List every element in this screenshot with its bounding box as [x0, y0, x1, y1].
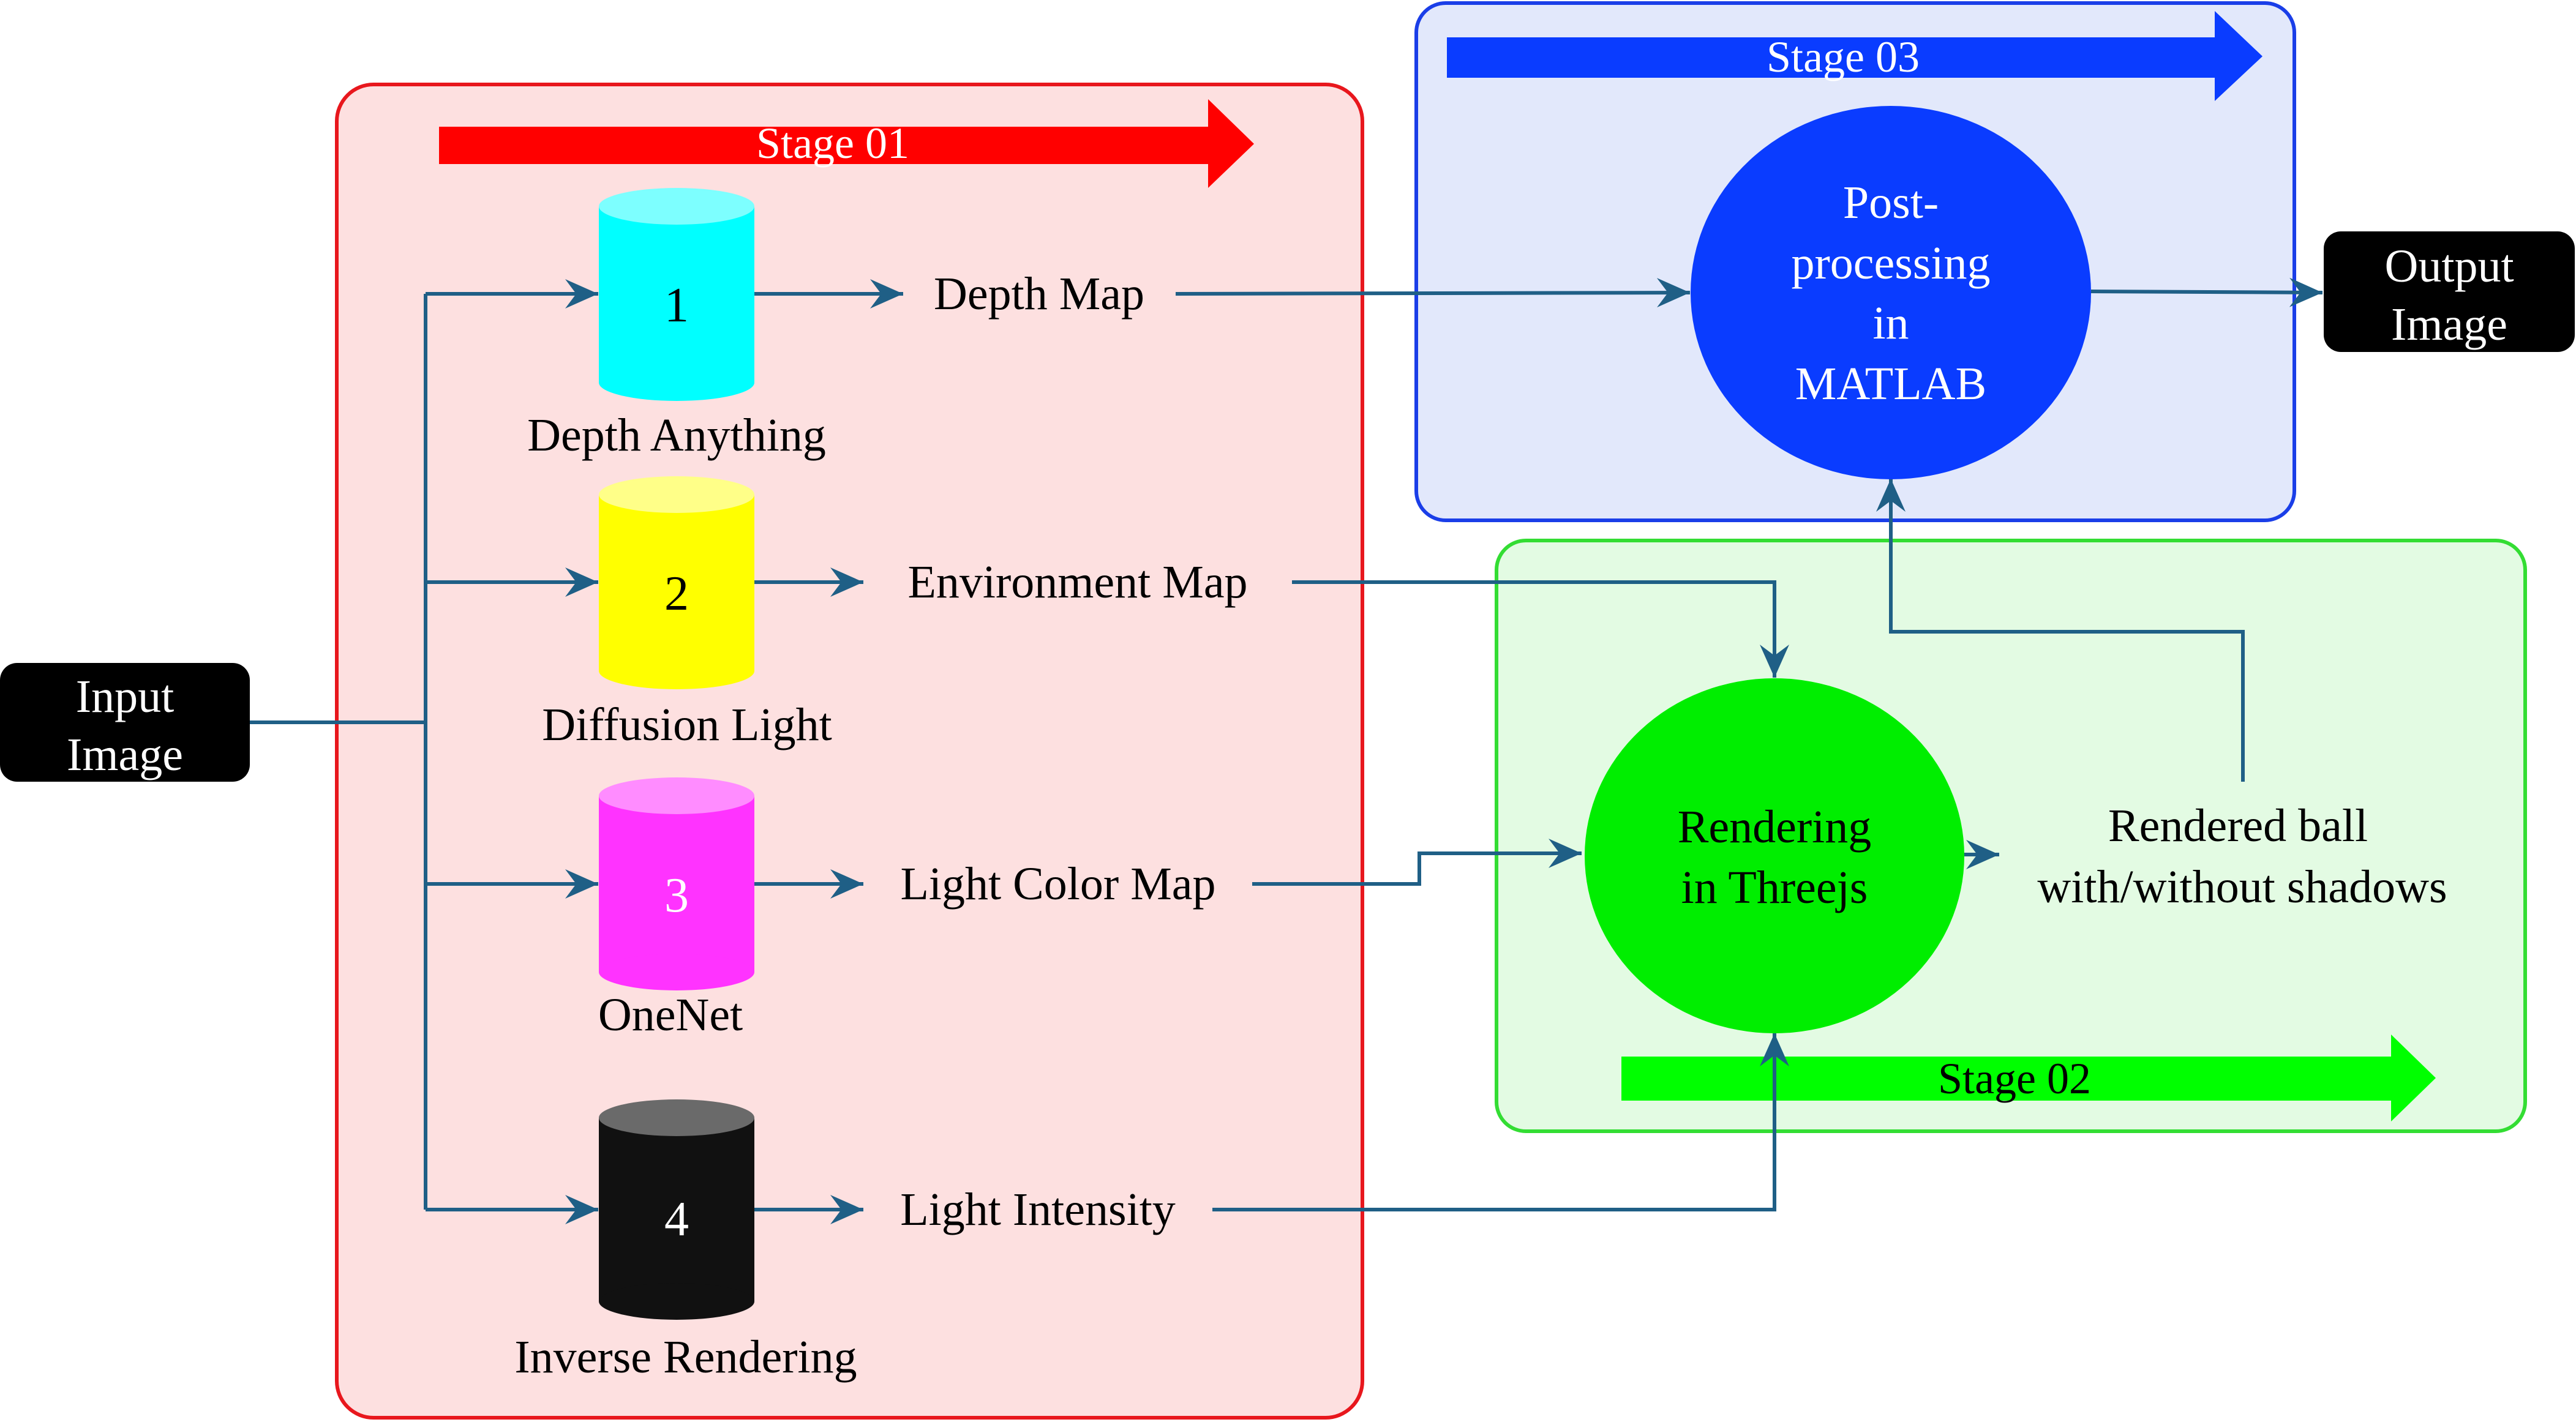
model4-name: Inverse Rendering [514, 1331, 857, 1383]
postprocess-line1: Post- [1843, 177, 1939, 228]
stage01-label: Stage 01 [756, 119, 909, 168]
light-intensity-label: Light Intensity [900, 1184, 1176, 1235]
input-line2: Image [67, 729, 183, 780]
model4-cylinder [599, 1099, 754, 1320]
output-image-box [2324, 231, 2575, 352]
stage01-arrow [439, 99, 1254, 188]
colormap-to-render-arrow [1252, 839, 1582, 886]
model3-number: 3 [664, 869, 689, 922]
model1-name: Depth Anything [527, 410, 826, 461]
postprocess-line3: in [1872, 297, 1909, 349]
stage01-box [335, 83, 1364, 1420]
postprocess-line4: MATLAB [1795, 358, 1986, 410]
render-line1: Rendering [1678, 801, 1872, 853]
stage03-arrow [1447, 11, 2262, 101]
model2-name: Diffusion Light [542, 699, 832, 750]
light-color-map-label: Light Color Map [900, 858, 1215, 910]
rendered-ball-line2: with/without shadows [2037, 861, 2447, 913]
rendered-ball-line1: Rendered ball [2108, 800, 2368, 851]
stage02-arrow [1621, 1035, 2436, 1121]
output-line2: Image [2391, 299, 2507, 350]
depthmap-to-post-arrow [1175, 278, 1691, 308]
stage03-label: Stage 03 [1767, 32, 1920, 81]
model4-number: 4 [664, 1192, 689, 1246]
input-line1: Input [76, 671, 174, 722]
ball-to-post-arrow [1876, 479, 2245, 782]
stage02-label: Stage 02 [1938, 1054, 2091, 1103]
model2-cylinder [599, 476, 754, 689]
environment-map-label: Environment Map [907, 556, 1247, 608]
model3-name: OneNet [598, 989, 743, 1041]
depth-map-label: Depth Map [934, 268, 1144, 320]
render-line2: in Threejs [1681, 862, 1868, 913]
input-image-box [0, 663, 250, 782]
model1-number: 1 [664, 279, 689, 332]
post-to-output-arrow [2090, 277, 2323, 307]
envmap-to-render-arrow [1292, 580, 1789, 678]
model1-cylinder [599, 188, 754, 401]
intensity-to-render-arrow [1212, 1033, 1789, 1211]
render-circle [1585, 678, 1964, 1033]
postprocess-line2: processing [1791, 238, 1990, 289]
output-line1: Output [2384, 241, 2514, 292]
model2-number: 2 [664, 567, 689, 621]
model3-cylinder [599, 777, 754, 990]
postprocess-circle [1691, 106, 2091, 479]
